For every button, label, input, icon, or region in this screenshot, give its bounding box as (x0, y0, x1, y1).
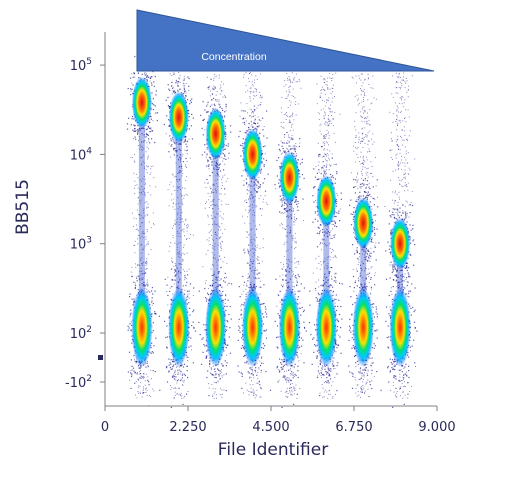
negative-population-density (242, 287, 264, 368)
positive-population-density (168, 91, 189, 144)
y-tick-base: 10 (70, 238, 87, 253)
concentration-label: Concentration (201, 51, 267, 63)
y-tick-label: 104 (70, 146, 93, 163)
y-tick-exponent: 4 (86, 146, 92, 156)
positive-population-density (131, 76, 152, 129)
negative-population-density (131, 287, 153, 368)
negative-population-density (389, 287, 411, 368)
y-tick-exponent: 5 (86, 57, 92, 67)
y-tick-base: -10 (65, 376, 86, 391)
negative-population-density (278, 287, 300, 368)
x-tick-label: 2.250 (169, 420, 206, 435)
x-tick-label: 4.500 (252, 420, 289, 435)
concentration-wedge (136, 9, 435, 72)
positive-population-density (316, 175, 337, 228)
x-tick-label: 9.000 (418, 420, 455, 435)
y-tick-exponent: 2 (86, 374, 92, 384)
population-bridge (212, 133, 219, 330)
population-bridge (397, 243, 404, 330)
y-tick-base: 10 (70, 148, 87, 163)
negative-population-density (315, 287, 337, 368)
y-tick-label: 102 (70, 325, 92, 342)
x-tick-label: 6.750 (335, 420, 372, 435)
positive-population-density (390, 217, 411, 270)
concentration-banner: Concentration (136, 9, 435, 72)
y-axis-marker (98, 355, 103, 360)
population-bridge (249, 154, 256, 330)
population-bridge (360, 223, 367, 330)
y-tick-base: 10 (70, 327, 87, 342)
y-tick-label: -102 (65, 374, 92, 391)
positive-population-density (353, 197, 374, 250)
y-tick-exponent: 3 (86, 236, 92, 246)
negative-population-density (168, 287, 190, 368)
density-contours-layer (131, 76, 411, 368)
y-tick-label: 103 (70, 236, 92, 253)
x-axis: 0 2.250 4.500 6.750 9.000 (101, 405, 456, 435)
y-tick-base: 10 (70, 59, 87, 74)
y-axis-title: BB515 (13, 179, 33, 235)
x-axis-title: File Identifier (218, 440, 328, 460)
positive-population-density (242, 128, 263, 181)
positive-population-density (205, 107, 226, 160)
x-tick-label: 0 (101, 420, 109, 435)
positive-population-density (279, 151, 300, 204)
population-bridge (286, 177, 293, 330)
population-bridge (323, 201, 330, 330)
y-tick-label: 105 (70, 57, 92, 74)
negative-population-density (352, 287, 374, 368)
population-bridge (138, 102, 145, 330)
y-tick-exponent: 2 (86, 325, 92, 335)
negative-population-density (205, 287, 227, 368)
population-bridge (175, 117, 182, 330)
